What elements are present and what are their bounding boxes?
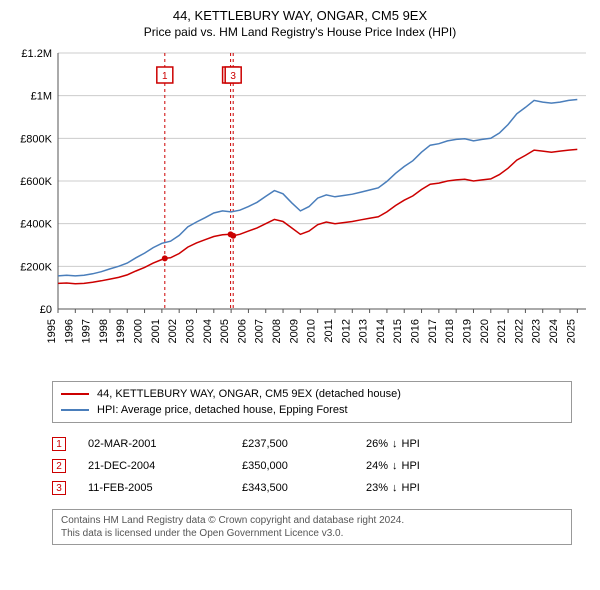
legend-label-property: 44, KETTLEBURY WAY, ONGAR, CM5 9EX (deta…: [97, 388, 401, 400]
svg-text:2010: 2010: [306, 319, 318, 343]
title-subtitle: Price paid vs. HM Land Registry's House …: [8, 25, 592, 39]
sales-table: 1 02-MAR-2001 £237,500 26% ↓ HPI 2 21-DE…: [52, 433, 572, 499]
svg-text:2001: 2001: [150, 319, 162, 343]
sale-marker-3: 3: [52, 481, 66, 495]
legend-box: 44, KETTLEBURY WAY, ONGAR, CM5 9EX (deta…: [52, 381, 572, 423]
footnote-line1: Contains HM Land Registry data © Crown c…: [61, 514, 563, 527]
footnote-line2: This data is licensed under the Open Gov…: [61, 527, 563, 540]
svg-text:1999: 1999: [115, 319, 127, 343]
sale-date: 02-MAR-2001: [88, 438, 238, 450]
svg-text:2022: 2022: [513, 319, 525, 343]
sale-date: 11-FEB-2005: [88, 482, 238, 494]
sale-marker-2: 2: [52, 459, 66, 473]
svg-text:2015: 2015: [392, 319, 404, 343]
svg-text:£200K: £200K: [20, 261, 52, 273]
svg-text:2025: 2025: [565, 319, 577, 343]
svg-text:1996: 1996: [63, 319, 75, 343]
svg-text:1997: 1997: [81, 319, 93, 343]
down-arrow-icon: ↓: [392, 482, 398, 494]
table-row: 2 21-DEC-2004 £350,000 24% ↓ HPI: [52, 455, 572, 477]
svg-text:2019: 2019: [461, 319, 473, 343]
sale-hpi-delta: 24% ↓ HPI: [366, 460, 420, 472]
legend-label-hpi: HPI: Average price, detached house, Eppi…: [97, 404, 348, 416]
svg-text:2014: 2014: [375, 319, 387, 343]
title-address: 44, KETTLEBURY WAY, ONGAR, CM5 9EX: [8, 8, 592, 23]
legend-swatch-hpi: [61, 409, 89, 411]
table-row: 1 02-MAR-2001 £237,500 26% ↓ HPI: [52, 433, 572, 455]
sale-marker-1: 1: [52, 437, 66, 451]
down-arrow-icon: ↓: [392, 460, 398, 472]
chart-svg: £0 £200K £400K £600K £800K £1M £1.2M 1995 1996 19…: [8, 45, 592, 375]
svg-text:2005: 2005: [219, 319, 231, 343]
svg-text:2011: 2011: [323, 319, 335, 343]
svg-text:2009: 2009: [288, 319, 300, 343]
svg-text:£1.2M: £1.2M: [21, 48, 52, 60]
svg-text:£400K: £400K: [20, 219, 52, 231]
svg-text:2006: 2006: [236, 319, 248, 343]
svg-text:1: 1: [162, 71, 168, 82]
svg-text:2008: 2008: [271, 319, 283, 343]
svg-text:2018: 2018: [444, 319, 456, 343]
legend-swatch-property: [61, 393, 89, 395]
svg-text:2023: 2023: [531, 319, 543, 343]
sale-price: £343,500: [242, 482, 362, 494]
svg-text:1995: 1995: [46, 319, 58, 343]
svg-text:3: 3: [230, 71, 236, 82]
legend-item-property: 44, KETTLEBURY WAY, ONGAR, CM5 9EX (deta…: [61, 386, 563, 402]
svg-text:1998: 1998: [98, 319, 110, 343]
svg-text:£600K: £600K: [20, 176, 52, 188]
svg-text:2003: 2003: [184, 319, 196, 343]
sale-date: 21-DEC-2004: [88, 460, 238, 472]
chart-container: 44, KETTLEBURY WAY, ONGAR, CM5 9EX Price…: [0, 0, 600, 551]
svg-text:2016: 2016: [410, 319, 422, 343]
sale-hpi-delta: 23% ↓ HPI: [366, 482, 420, 494]
svg-text:£800K: £800K: [20, 133, 52, 145]
down-arrow-icon: ↓: [392, 438, 398, 450]
legend-item-hpi: HPI: Average price, detached house, Eppi…: [61, 402, 563, 418]
svg-text:2021: 2021: [496, 319, 508, 343]
svg-text:2002: 2002: [167, 319, 179, 343]
svg-text:2004: 2004: [202, 319, 214, 343]
svg-text:2024: 2024: [548, 319, 560, 343]
svg-text:2000: 2000: [133, 319, 145, 343]
svg-text:£1M: £1M: [31, 91, 52, 103]
title-block: 44, KETTLEBURY WAY, ONGAR, CM5 9EX Price…: [8, 8, 592, 39]
svg-text:2020: 2020: [479, 319, 491, 343]
sale-price: £350,000: [242, 460, 362, 472]
sale-hpi-delta: 26% ↓ HPI: [366, 438, 420, 450]
svg-text:2007: 2007: [254, 319, 266, 343]
sale-price: £237,500: [242, 438, 362, 450]
svg-text:2017: 2017: [427, 319, 439, 343]
footnote-box: Contains HM Land Registry data © Crown c…: [52, 509, 572, 545]
svg-text:2013: 2013: [358, 319, 370, 343]
chart-area: £0 £200K £400K £600K £800K £1M £1.2M 1995 1996 19…: [8, 45, 592, 375]
svg-text:£0: £0: [40, 304, 52, 316]
table-row: 3 11-FEB-2005 £343,500 23% ↓ HPI: [52, 477, 572, 499]
svg-text:2012: 2012: [340, 319, 352, 343]
